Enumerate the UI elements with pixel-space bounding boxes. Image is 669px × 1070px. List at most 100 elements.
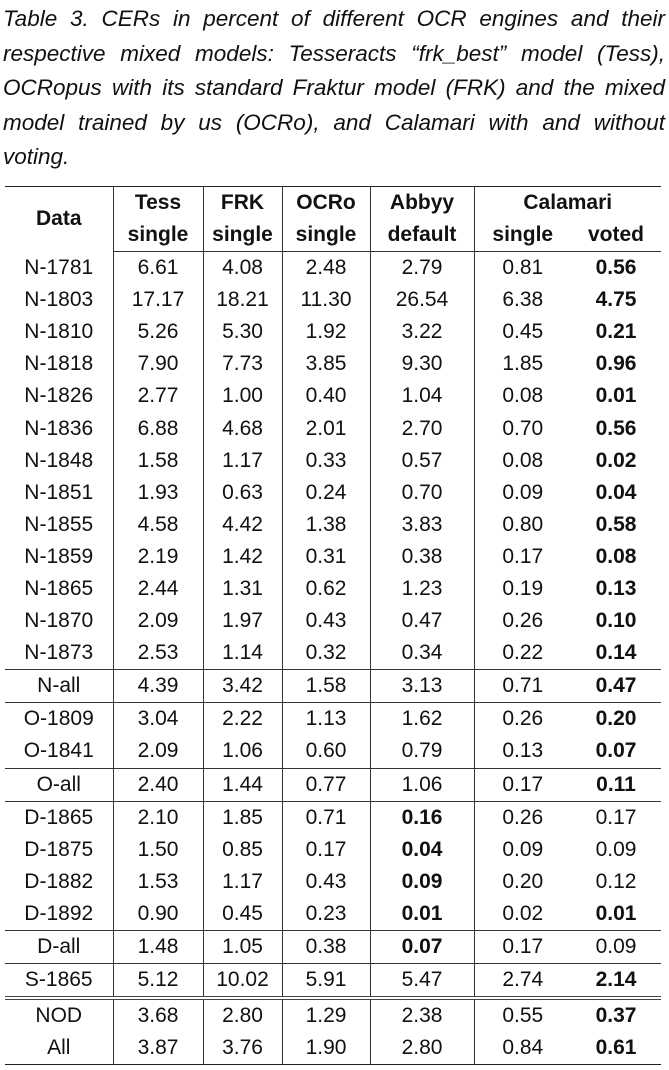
cell-calamari-single: 0.84: [473, 1032, 571, 1066]
cell-data: NOD: [5, 996, 113, 1033]
cell-frk-single: 5.30: [202, 316, 282, 349]
subheader-abbyy: default: [369, 219, 474, 252]
cell-ocro-single: 0.33: [281, 444, 370, 477]
cell-calamari-voted: 0.10: [595, 609, 637, 633]
table-row: N-1818 7.90 7.73 3.85 9.30 1.85 0.96: [5, 348, 661, 381]
table-body: N-1781 6.61 4.08 2.48 2.79 0.81 0.56 N-1803 17.1…: [5, 251, 661, 1066]
cell-data: N-all: [5, 669, 113, 703]
header-tess: Tess: [112, 186, 203, 219]
cell-tess-single: 2.19: [112, 540, 203, 573]
cell-calamari-single: 0.26: [473, 800, 571, 834]
cer-table: Data Tess FRK OCRo Abbyy Calamari single…: [5, 186, 661, 1066]
cell-ocro-single: 0.17: [281, 833, 370, 866]
cell-calamari-voted: 0.02: [595, 448, 637, 472]
cell-calamari-voted: 0.17: [571, 800, 661, 834]
cell-abbyy-default: 0.16: [369, 800, 474, 834]
table-row: N-1873 2.53 1.14 0.32 0.34 0.22 0.14: [5, 637, 661, 670]
cell-tess-single: 3.87: [112, 1032, 203, 1066]
cell-abbyy-default: 3.13: [369, 669, 474, 703]
cell-data: N-1803: [24, 288, 94, 312]
cell-calamari-voted: 0.56: [595, 416, 637, 440]
cell-frk-single: 3.76: [202, 1032, 282, 1066]
cell-frk-single: 2.22: [202, 702, 282, 736]
cell-calamari-single: 0.71: [473, 669, 571, 703]
cell-data: N-1826: [24, 384, 94, 408]
cell-calamari-single: 0.20: [473, 865, 571, 898]
cell-calamari-single: 0.17: [473, 929, 571, 964]
cell-ocro-single: 0.38: [281, 929, 370, 964]
cell-abbyy-default: 2.80: [369, 1032, 474, 1066]
cell-calamari-single: 0.08: [473, 444, 571, 477]
cell-ocro-single: 0.32: [281, 637, 370, 670]
cell-tess-single: 3.04: [112, 702, 203, 736]
cell-ocro-single: 0.40: [281, 380, 370, 413]
table-row: N-1836 6.88 4.68 2.01 2.70 0.70 0.56: [5, 412, 661, 445]
header-abbyy: Abbyy: [369, 186, 474, 219]
cell-abbyy-default: 2.70: [369, 412, 474, 445]
cell-ocro-single: 0.23: [281, 897, 370, 931]
subheader-ocro: single: [281, 219, 370, 252]
subheader-tess: single: [112, 219, 203, 252]
table-row: NOD 3.68 2.80 1.29 2.38 0.55 0.37: [5, 996, 661, 1033]
header-data: Data: [5, 186, 113, 252]
cell-calamari-single: 0.09: [473, 476, 571, 509]
table-row: O-1809 3.04 2.22 1.13 1.62 0.26 0.20: [5, 702, 661, 736]
table-row: D-1865 2.10 1.85 0.71 0.16 0.26 0.17: [5, 800, 661, 834]
cell-abbyy-default: 0.57: [369, 444, 474, 477]
cell-tess-single: 2.10: [112, 800, 203, 834]
cell-calamari-single: 0.45: [473, 316, 571, 349]
cell-abbyy-default: 0.70: [369, 476, 474, 509]
table-row: N-all 4.39 3.42 1.58 3.13 0.71 0.47: [5, 669, 661, 703]
cell-frk-single: 1.14: [202, 637, 282, 670]
table-row: O-1841 2.09 1.06 0.60 0.79 0.13 0.07: [5, 735, 661, 768]
cell-calamari-voted: 0.09: [571, 929, 661, 964]
cell-frk-single: 2.80: [202, 996, 282, 1033]
cell-calamari-single: 0.13: [473, 735, 571, 768]
cell-calamari-voted: 0.12: [595, 869, 637, 893]
cell-tess-single: 2.40: [112, 767, 203, 802]
cell-tess-single: 1.93: [112, 476, 203, 509]
cell-data: D-1875: [24, 837, 94, 861]
header-frk: FRK: [202, 186, 282, 219]
cell-tess-single: 1.50: [112, 833, 203, 866]
cell-calamari-single: 0.02: [473, 897, 571, 931]
cell-tess-single: 6.88: [112, 412, 203, 445]
cell-ocro-single: 0.43: [281, 605, 370, 638]
cell-abbyy-default: 1.62: [369, 702, 474, 736]
cell-ocro-single: 0.43: [281, 865, 370, 898]
cell-ocro-single: 3.85: [281, 348, 370, 381]
cell-abbyy-default: 0.09: [369, 865, 474, 898]
cell-abbyy-default: 0.04: [369, 833, 474, 866]
cell-calamari-voted: 0.61: [571, 1032, 661, 1066]
cell-calamari-single: 0.17: [473, 767, 571, 802]
cell-data: D-all: [5, 929, 113, 964]
cell-data: N-1781: [24, 255, 94, 279]
cell-ocro-single: 2.48: [281, 251, 370, 285]
cell-data: N-1818: [24, 352, 94, 376]
cell-calamari-voted: 0.21: [595, 320, 637, 344]
cell-calamari-single: 1.85: [473, 348, 571, 381]
subheader-calamari-single: single: [473, 219, 571, 252]
cell-calamari-voted: 0.96: [595, 352, 637, 376]
table-row: D-1892 0.90 0.45 0.23 0.01 0.02 0.01: [5, 897, 661, 931]
cell-ocro-single: 0.31: [281, 540, 370, 573]
cell-calamari-single: 0.09: [473, 833, 571, 866]
cell-calamari-voted: 0.08: [595, 544, 637, 568]
cell-calamari-single: 0.17: [473, 540, 571, 573]
cell-data: N-1865: [24, 576, 94, 600]
cell-abbyy-default: 0.01: [369, 897, 474, 931]
cell-abbyy-default: 0.79: [369, 735, 474, 768]
cell-tess-single: 2.53: [112, 637, 203, 670]
cell-tess-single: 5.26: [112, 316, 203, 349]
cell-data: D-1892: [24, 901, 94, 925]
cell-calamari-single: 0.26: [473, 605, 571, 638]
cell-frk-single: 18.21: [202, 284, 282, 317]
cell-calamari-voted: 4.75: [595, 288, 637, 312]
cell-calamari-voted: 0.14: [595, 641, 637, 665]
cell-calamari-voted: 0.01: [595, 384, 637, 408]
cell-abbyy-default: 26.54: [369, 284, 474, 317]
cell-abbyy-default: 0.07: [369, 929, 474, 964]
table-row: N-1870 2.09 1.97 0.43 0.47 0.26 0.10: [5, 605, 661, 638]
cell-frk-single: 4.08: [202, 251, 282, 285]
cell-ocro-single: 0.60: [281, 735, 370, 768]
